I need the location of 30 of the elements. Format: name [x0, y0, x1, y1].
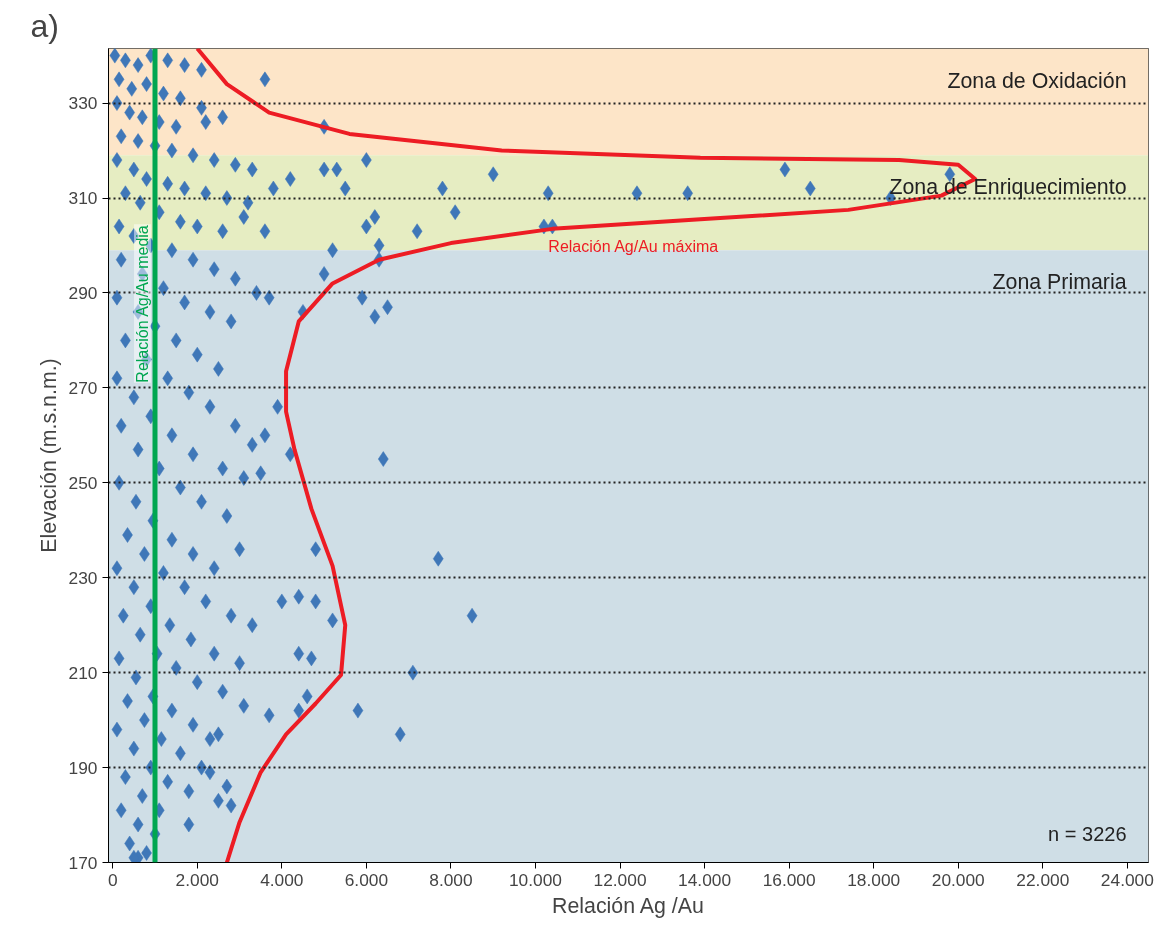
band-label: Zona Primaria — [992, 270, 1127, 295]
x-tick-label: 4.000 — [260, 869, 304, 890]
x-tick-label: 8.000 — [429, 869, 473, 890]
y-tick-label: 250 — [68, 472, 98, 493]
annotation: n = 3226 — [1048, 822, 1127, 845]
y-axis-title: Elevación (m.s.n.m.) — [36, 358, 61, 553]
y-tick-label: 290 — [68, 282, 98, 303]
ref-line-label: Relación Ag/Au media — [134, 225, 151, 383]
x-tick-label: 6.000 — [344, 869, 389, 890]
series-label: Relación Ag/Au máxima — [548, 237, 719, 255]
y-tick-label: 190 — [68, 757, 98, 778]
x-tick-label: 18.000 — [847, 869, 901, 890]
text: a) — [30, 7, 59, 44]
band-label: Zona de Oxidación — [947, 68, 1127, 93]
x-tick-label: 16.000 — [762, 869, 816, 890]
x-tick-label: 22.000 — [1016, 869, 1070, 890]
x-tick-label: 0 — [107, 869, 118, 890]
x-axis-title: Relación Ag /Au — [552, 893, 704, 918]
x-tick-label: 20.000 — [931, 869, 985, 890]
x-tick-label: 10.000 — [508, 869, 562, 890]
x-tick-label: 24.000 — [1100, 869, 1154, 890]
x-tick-label: 14.000 — [678, 869, 732, 890]
x-tick-label: 2.000 — [175, 869, 219, 890]
y-tick-label: 310 — [68, 188, 98, 209]
y-tick-label: 270 — [68, 377, 98, 398]
x-tick-label: 12.000 — [593, 869, 647, 890]
y-tick-label: 230 — [68, 567, 98, 588]
y-tick-label: 330 — [68, 93, 98, 114]
y-tick-label: 170 — [68, 852, 98, 873]
y-tick-label: 210 — [68, 662, 98, 683]
